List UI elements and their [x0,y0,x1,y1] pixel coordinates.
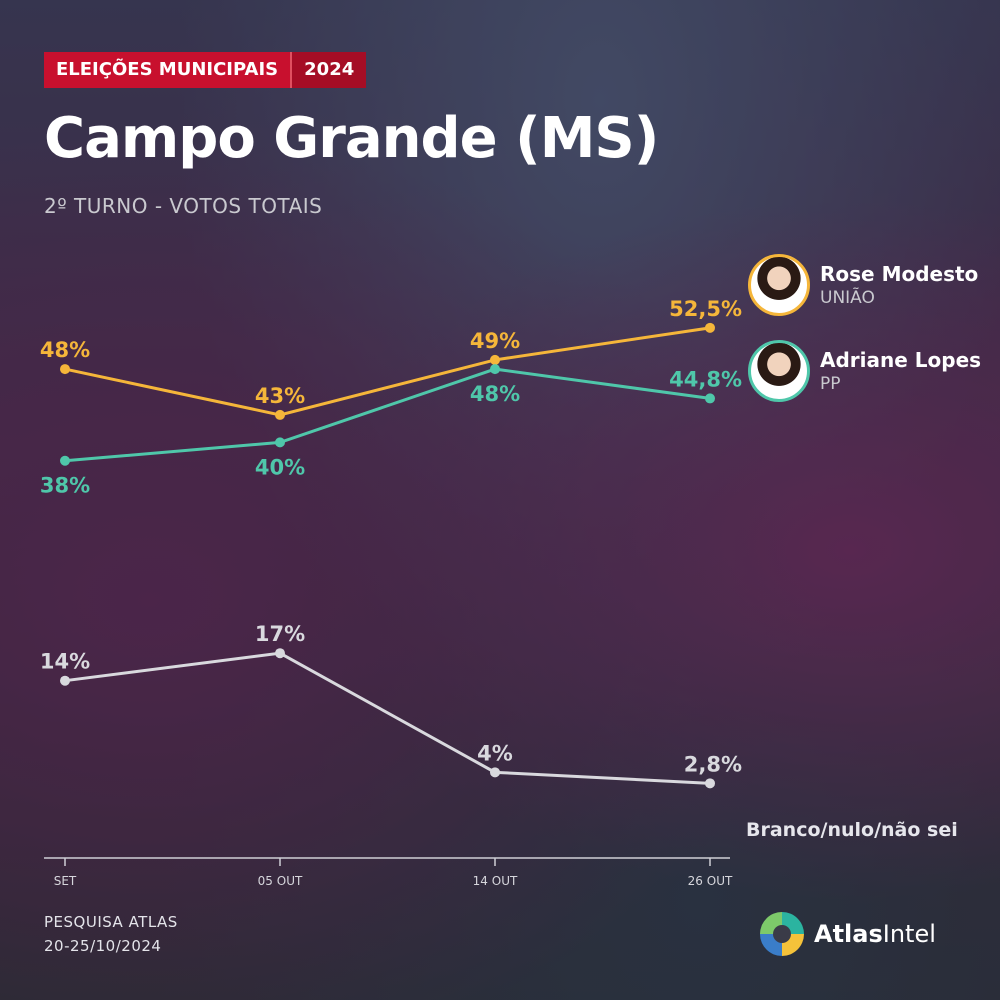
data-point [705,322,715,333]
series-line [64,651,711,785]
data-label: 4% [477,741,513,765]
atlas-logo-icon [760,912,804,956]
data-point [275,409,285,420]
tag-label: ELEIÇÕES MUNICIPAIS [44,52,291,88]
x-tick-label: 05 OUT [258,874,303,888]
candidate-name: Adriane Lopes [820,348,982,372]
candidate-party: PP [820,374,841,394]
candidate-name: Rose Modesto [820,262,979,286]
logo-bold: Atlas [814,920,883,948]
data-point [705,393,715,404]
data-point [60,675,70,686]
candidate-rose: Rose Modesto UNIÃO [748,254,978,316]
data-point [490,364,500,375]
adriane-avatar [748,340,810,402]
series-end-label: Branco/nulo/não sei [746,819,958,841]
data-label: 38% [40,474,90,498]
source-label: PESQUISA ATLAS [44,913,178,931]
candidate-adriane: Adriane Lopes PP [748,340,981,402]
data-point [705,778,715,789]
data-label: 48% [470,382,520,406]
x-tick-label: 14 OUT [473,874,518,888]
page-subtitle: 2º TURNO - VOTOS TOTAIS [44,194,323,218]
data-point [275,648,285,659]
series-line [64,367,711,463]
logo-light: Intel [882,920,936,948]
data-label: 52,5% [669,297,742,321]
data-label: 44,8% [669,367,742,391]
data-label: 17% [255,622,305,646]
data-label: 48% [40,338,90,362]
data-label: 2,8% [684,752,742,776]
source-dates: 20-25/10/2024 [44,937,162,955]
data-label: 43% [255,384,305,408]
atlasintel-logo: AtlasIntel [760,912,936,956]
data-label: 40% [255,455,305,479]
election-tag: ELEIÇÕES MUNICIPAIS 2024 [44,52,367,88]
data-label: 14% [40,650,90,674]
data-point [60,364,70,375]
tag-year: 2024 [290,52,367,88]
candidate-party: UNIÃO [820,288,875,308]
x-tick-label: 26 OUT [688,874,733,888]
rose-avatar [748,254,810,316]
data-point [60,455,70,466]
x-tick-label: SET [54,874,77,888]
series-line [64,326,711,417]
data-point [490,354,500,365]
source-note: PESQUISA ATLAS 20-25/10/2024 [44,910,178,958]
data-label: 49% [470,329,520,353]
page-title: Campo Grande (MS) [44,106,659,171]
data-point [490,767,500,778]
data-point [275,437,285,448]
